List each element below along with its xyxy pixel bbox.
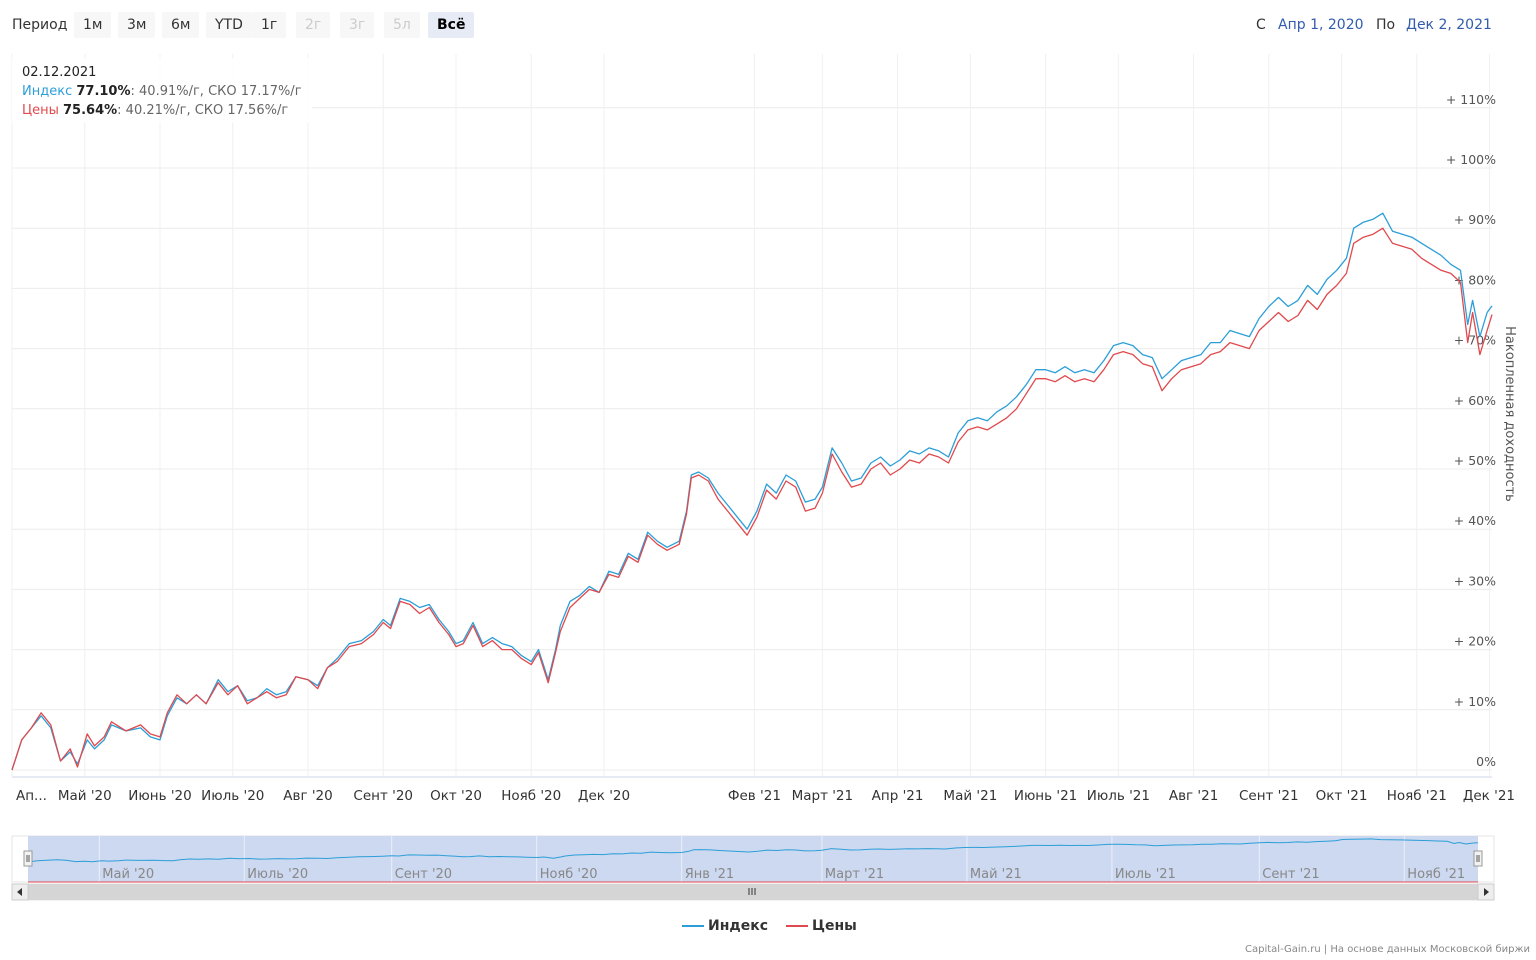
navigator-tick-label: Сент '20 — [395, 867, 452, 882]
x-axis: Ап... Май '20 Июнь '20 Июль '20 Авг '20 Сент … — [16, 788, 1515, 804]
range-button-ytd[interactable]: YTD — [206, 12, 252, 38]
range-button-1m[interactable]: 1м — [74, 12, 112, 38]
x-tick-label: Июнь '20 — [128, 788, 191, 804]
x-tick-label: Сент '20 — [353, 788, 413, 804]
tooltip-index-stats: : 40.91%/г, СКО 17.17%/г — [130, 84, 302, 99]
x-tick-label: Апр '21 — [872, 788, 924, 804]
navigator-tick-label: Июль '21 — [1115, 867, 1176, 882]
x-tick-label: Июнь '21 — [1014, 788, 1077, 804]
y-tick-label: + 50% — [1454, 453, 1496, 468]
x-tick-label: Фев '21 — [728, 788, 781, 804]
navigator-handle-left[interactable] — [23, 850, 33, 867]
scrollbar-right-arrow-icon[interactable] — [1477, 883, 1495, 901]
y-tick-label: + 60% — [1454, 393, 1496, 408]
navigator-tick-label: Май '20 — [102, 867, 154, 882]
tooltip-prices-row: Цены 75.64%: 40.21%/г, СКО 17.56%/г — [22, 101, 302, 120]
tooltip-prices-pct: 75.64% — [63, 103, 118, 118]
plot-series — [11, 212, 1493, 771]
period-label: Период — [12, 17, 68, 33]
navigator-handle-right[interactable] — [1473, 850, 1483, 867]
tooltip-index-pct: 77.10% — [76, 84, 131, 99]
y-tick-label: + 10% — [1454, 694, 1496, 709]
range-selector: Период 1м 3м 6м YTD 1г 2г 3г 5л Всё С Ап… — [0, 0, 1536, 50]
credits[interactable]: Capital-Gain.ru | На основе данных Моско… — [1245, 944, 1530, 955]
y-tick-label: + 90% — [1454, 212, 1496, 227]
y-tick-label: + 20% — [1454, 634, 1496, 649]
range-button-6m[interactable]: 6м — [162, 12, 200, 38]
scrollbar-left-arrow-icon[interactable] — [11, 883, 29, 901]
y-axis-title: Накопленная доходность — [1502, 326, 1517, 502]
x-tick-label: Сент '21 — [1239, 788, 1299, 804]
navigator-tick-label: Нояб '20 — [540, 867, 598, 882]
range-button-all[interactable]: Всё — [428, 12, 475, 38]
navigator-series-line — [27, 838, 1479, 863]
tooltip: 02.12.2021 Индекс 77.10%: 40.91%/г, СКО … — [12, 58, 312, 123]
x-tick-label: Авг '20 — [283, 788, 332, 804]
navigator-tick-label: Сент '21 — [1262, 867, 1319, 882]
x-tick-label: Дек '20 — [578, 788, 630, 804]
y-tick-label: + 100% — [1446, 152, 1496, 167]
x-tick-label: Март '21 — [792, 788, 854, 804]
x-tick-label: Окт '21 — [1316, 788, 1368, 804]
scrollbar-thumb[interactable] — [28, 884, 1478, 900]
tooltip-index-row: Индекс 77.10%: 40.91%/г, СКО 17.17%/г — [22, 82, 302, 101]
series-line-prices — [11, 227, 1493, 771]
legend-prices-label: Цены — [812, 918, 857, 934]
legend-item-prices[interactable]: Цены — [786, 918, 857, 934]
tooltip-date: 02.12.2021 — [22, 65, 97, 80]
x-tick-label: Дек '21 — [1463, 788, 1515, 804]
range-button-2y: 2г — [296, 12, 331, 38]
range-button-1y[interactable]: 1г — [252, 12, 287, 38]
navigator-tick-label: Нояб '21 — [1407, 867, 1465, 882]
range-button-3m[interactable]: 3м — [118, 12, 156, 38]
navigator[interactable]: Май '20 Июль '20 Сент '20 Нояб '20 Янв '21 Ма… — [11, 835, 1495, 901]
grid — [11, 54, 1492, 778]
navigator-tick-label: Май '21 — [970, 867, 1022, 882]
y-tick-label: + 110% — [1446, 92, 1496, 107]
legend-item-index[interactable]: Индекс — [682, 918, 768, 934]
tooltip-index-name: Индекс — [22, 84, 73, 99]
y-tick-label: + 80% — [1454, 272, 1496, 287]
navigator-tick-label: Янв '21 — [685, 867, 734, 882]
x-tick-label: Ап... — [16, 788, 47, 804]
to-label: По — [1376, 17, 1396, 33]
x-tick-label: Окт '20 — [430, 788, 482, 804]
y-tick-label: + 30% — [1454, 573, 1496, 588]
legend-index-swatch — [682, 925, 704, 927]
tooltip-prices-stats: : 40.21%/г, СКО 17.56%/г — [117, 103, 289, 118]
range-button-3y: 3г — [340, 12, 375, 38]
legend-prices-swatch — [786, 925, 808, 927]
x-tick-label: Июль '21 — [1087, 788, 1150, 804]
tooltip-prices-name: Цены — [22, 103, 59, 118]
x-tick-label: Май '21 — [943, 788, 997, 804]
y-tick-label: 0% — [1476, 754, 1496, 769]
x-tick-label: Нояб '20 — [501, 788, 561, 804]
y-tick-label: + 40% — [1454, 513, 1496, 528]
navigator-tick-label: Март '21 — [825, 867, 884, 882]
range-button-5y: 5л — [384, 12, 420, 38]
x-tick-label: Июль '20 — [201, 788, 264, 804]
y-axis: 0% + 10% + 20% + 30% + 40% + 50% + 60% + 70% + 8… — [1446, 92, 1496, 769]
x-tick-label: Авг '21 — [1169, 788, 1218, 804]
legend-index-label: Индекс — [708, 918, 768, 934]
x-tick-label: Май '20 — [58, 788, 112, 804]
navigator-tick-label: Июль '20 — [247, 867, 308, 882]
y-tick-label: + 70% — [1454, 333, 1496, 348]
to-date-input[interactable]: Дек 2, 2021 — [1406, 17, 1492, 33]
from-date-input[interactable]: Апр 1, 2020 — [1278, 17, 1364, 33]
x-tick-label: Нояб '21 — [1387, 788, 1447, 804]
series-line-index — [11, 212, 1493, 771]
from-label: С — [1256, 17, 1266, 33]
